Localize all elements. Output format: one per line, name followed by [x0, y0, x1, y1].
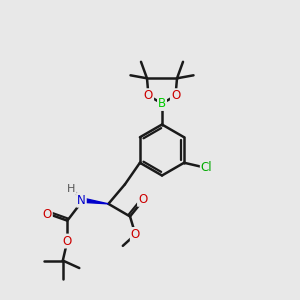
Text: Cl: Cl — [201, 161, 212, 174]
Polygon shape — [82, 198, 108, 204]
Text: O: O — [63, 235, 72, 248]
Text: O: O — [171, 89, 180, 102]
Text: B: B — [158, 97, 166, 110]
Text: O: O — [138, 193, 147, 206]
Text: O: O — [43, 208, 52, 220]
Text: O: O — [131, 228, 140, 241]
Text: O: O — [144, 89, 153, 102]
Text: N: N — [77, 194, 86, 207]
Text: H: H — [67, 184, 76, 194]
